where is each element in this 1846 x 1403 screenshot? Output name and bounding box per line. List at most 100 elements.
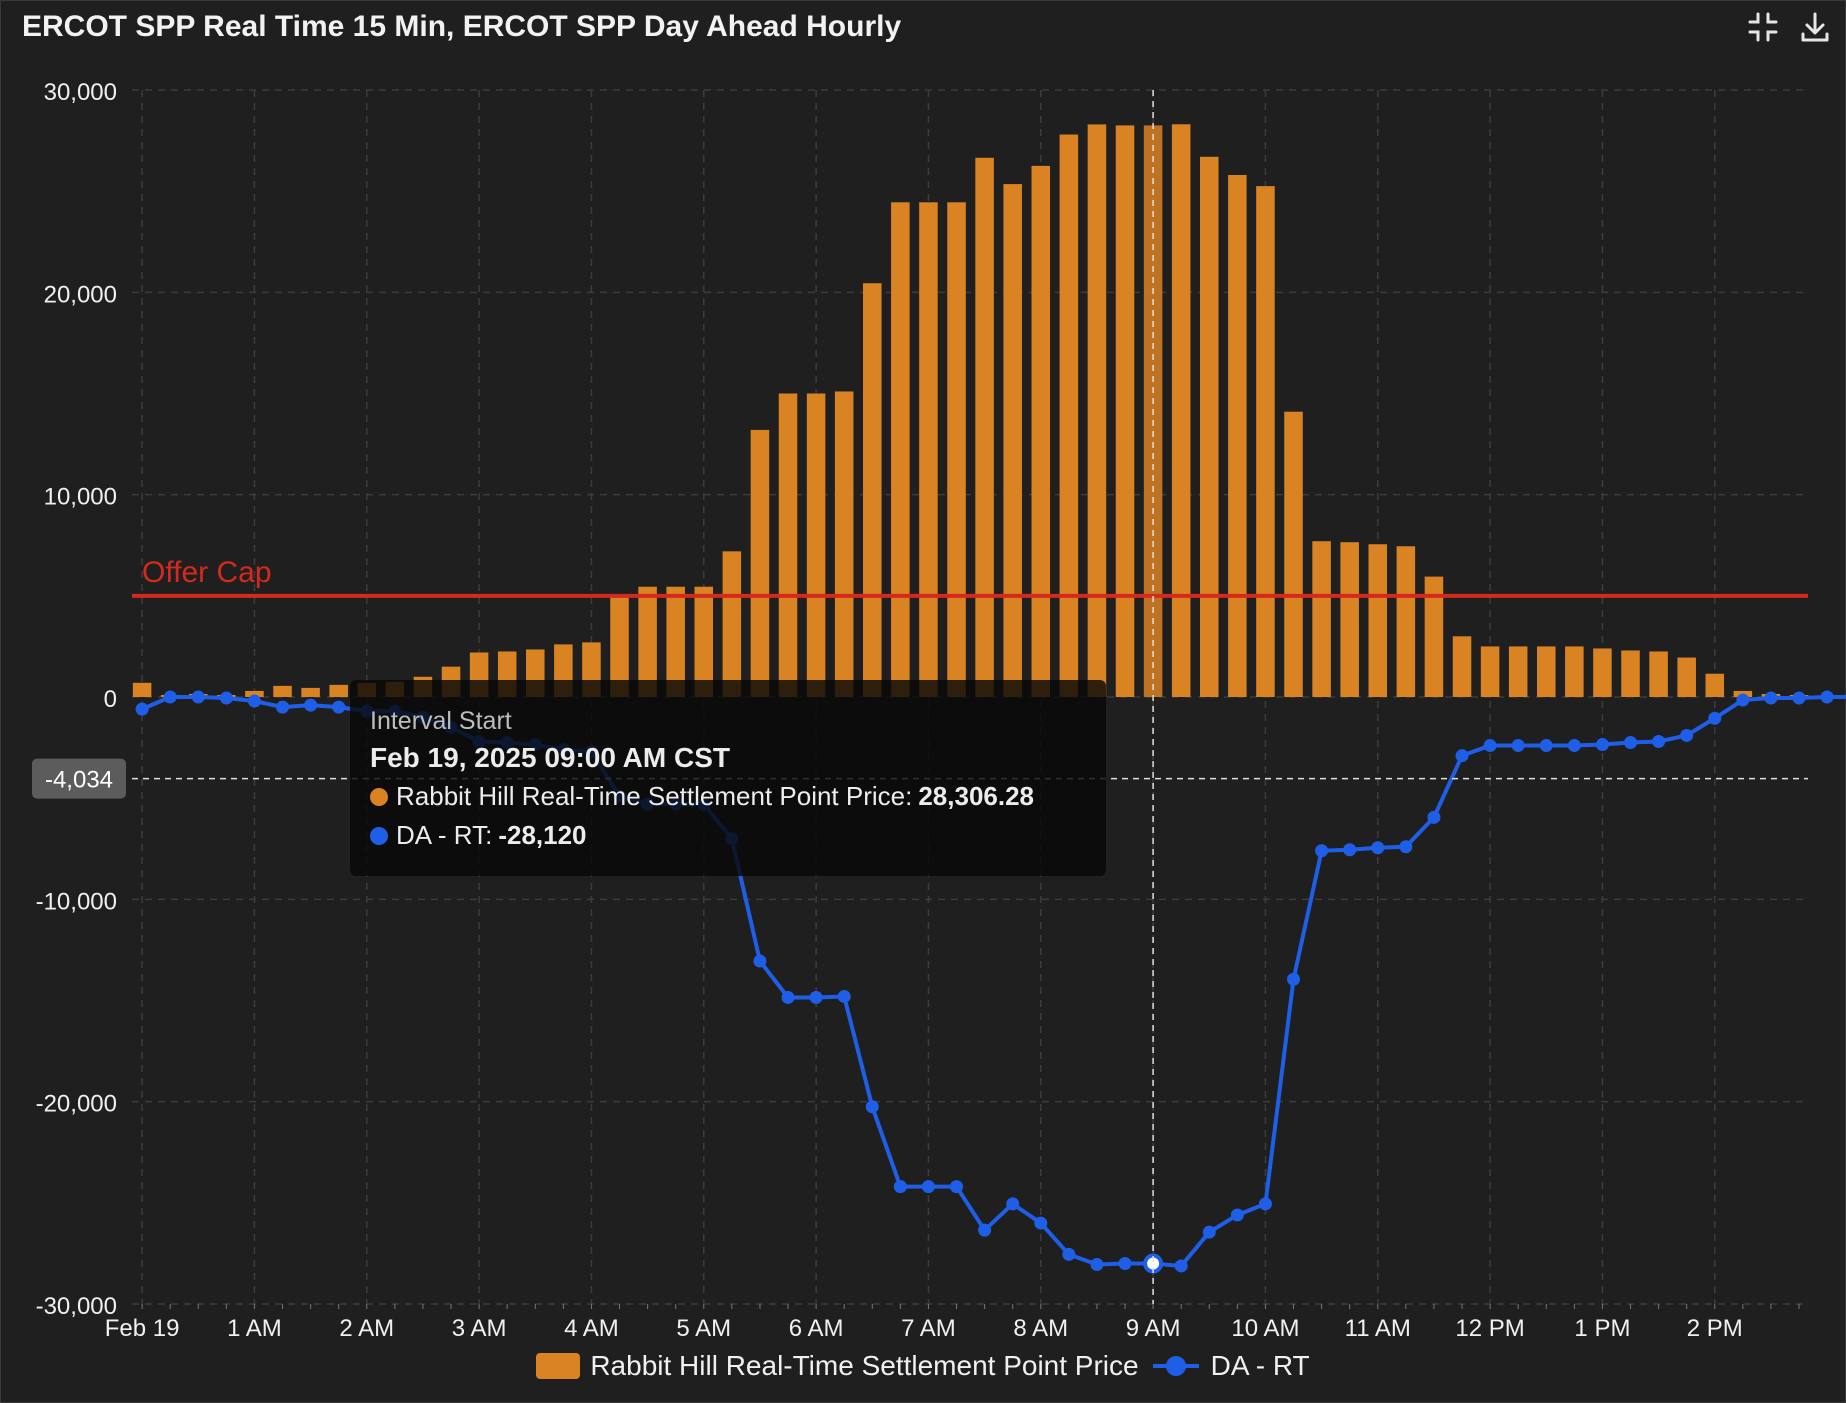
price-bar	[834, 391, 854, 697]
da-rt-point	[219, 691, 233, 705]
da-rt-point	[304, 698, 318, 712]
da-rt-point	[1399, 840, 1413, 854]
price-bar	[1593, 648, 1612, 697]
price-bar	[666, 586, 685, 697]
price-bar	[1087, 124, 1107, 697]
x-tick-label: 9 AM	[1126, 1315, 1181, 1340]
da-rt-point	[135, 702, 149, 716]
price-bar	[638, 586, 657, 697]
x-tick-label: 3 AM	[452, 1315, 507, 1340]
axis-layer: 30,000 20,000 10,000 0 -10,000 -20,000 -30,000…	[36, 79, 1800, 1340]
tooltip-row-label: DA - RT:	[396, 820, 493, 850]
price-bar	[722, 551, 742, 697]
da-rt-point	[1792, 691, 1806, 705]
da-rt-point	[1736, 693, 1750, 707]
price-bar	[1649, 651, 1668, 697]
price-bar	[610, 595, 629, 697]
download-icon[interactable]	[1798, 10, 1832, 44]
da-rt-point	[1006, 1197, 1020, 1211]
da-rt-point	[1624, 736, 1638, 750]
tooltip-row-label: Rabbit Hill Real-Time Settlement Point P…	[396, 781, 913, 811]
da-rt-point	[1202, 1225, 1216, 1239]
x-tick-label: 8 AM	[1013, 1315, 1068, 1340]
y-tick-label: 10,000	[44, 484, 117, 511]
price-bar	[1115, 125, 1135, 698]
offer-cap-annotation: Offer Cap	[132, 556, 1808, 598]
da-rt-point	[1371, 841, 1385, 855]
da-rt-point	[753, 954, 767, 968]
price-bar	[245, 690, 264, 697]
price-bar	[1396, 546, 1416, 697]
da-rt-point	[865, 1100, 879, 1114]
da-rt-point	[837, 989, 851, 1003]
da-rt-point	[1062, 1247, 1076, 1261]
tooltip-row-price: Rabbit Hill Real-Time Settlement Point P…	[370, 777, 1086, 816]
da-rt-point	[191, 690, 205, 704]
da-rt-point	[1595, 738, 1609, 752]
da-rt-point	[1034, 1216, 1048, 1230]
da-rt-point	[1680, 728, 1694, 742]
legend-item-price[interactable]: Rabbit Hill Real-Time Settlement Point P…	[536, 1350, 1139, 1382]
price-bar	[1677, 657, 1696, 697]
price-bar	[1536, 646, 1556, 697]
da-rt-point	[1764, 691, 1778, 705]
price-bar	[694, 586, 714, 697]
price-bar	[1312, 541, 1331, 697]
crosshair-y-label-box	[32, 758, 126, 799]
offer-cap-label: Offer Cap	[142, 556, 272, 589]
x-tick-label: 7 AM	[901, 1315, 956, 1340]
da-rt-point	[1427, 810, 1441, 824]
da-rt-point	[1652, 735, 1666, 749]
price-bar	[1171, 124, 1191, 698]
y-tick-label: 30,000	[44, 79, 117, 106]
da-rt-point	[1230, 1208, 1244, 1222]
tooltip: Interval Start Feb 19, 2025 09:00 AM CST…	[350, 680, 1106, 876]
da-rt-point	[1090, 1258, 1104, 1272]
price-bar	[1621, 650, 1640, 697]
price-bar	[1031, 165, 1051, 697]
da-rt-point	[950, 1180, 964, 1194]
price-bar	[1200, 156, 1219, 697]
da-rt-point	[1820, 690, 1834, 704]
da-rt-point	[1287, 972, 1301, 986]
price-bar	[273, 685, 292, 697]
collapse-icon[interactable]	[1746, 10, 1780, 44]
price-bar	[947, 202, 966, 698]
da-rt-point	[1174, 1259, 1188, 1273]
price-bar	[1228, 174, 1247, 698]
price-bar	[301, 687, 320, 697]
x-tick-label: 11 AM	[1345, 1315, 1411, 1340]
chart-title: ERCOT SPP Real Time 15 Min, ERCOT SPP Da…	[22, 10, 902, 43]
price-bar	[1705, 673, 1725, 697]
tooltip-bar-marker-icon	[370, 787, 388, 806]
x-tick-label: 2 PM	[1687, 1315, 1743, 1340]
x-tick-label: Feb 19	[105, 1315, 180, 1340]
da-rt-point	[1567, 739, 1581, 753]
y-tick-label: -20,000	[36, 1091, 117, 1118]
da-rt-point	[978, 1223, 992, 1237]
tooltip-line-marker-icon	[370, 826, 388, 845]
price-bar	[1424, 576, 1444, 697]
x-tick-label: 4 AM	[564, 1315, 619, 1340]
da-rt-point	[1708, 711, 1722, 725]
bar-series	[132, 124, 1846, 698]
legend-bar-swatch-icon	[536, 1353, 581, 1379]
price-bar	[778, 393, 798, 697]
price-bar	[750, 429, 770, 697]
da-rt-point	[1315, 844, 1329, 858]
da-rt-point	[1483, 739, 1497, 753]
legend-line-swatch-icon	[1152, 1356, 1199, 1376]
x-tick-label: 5 AM	[676, 1315, 731, 1340]
legend-item-da-rt[interactable]: DA - RT	[1151, 1350, 1310, 1382]
da-rt-point	[1539, 739, 1553, 753]
legend: Rabbit Hill Real-Time Settlement Point P…	[0, 1344, 1846, 1388]
price-bar	[891, 202, 910, 698]
legend-label: DA - RT	[1210, 1350, 1310, 1381]
price-bar	[975, 157, 994, 697]
price-bar	[132, 682, 152, 697]
y-tick-label: -10,000	[36, 888, 117, 915]
tooltip-date: Feb 19, 2025 09:00 AM CST	[370, 742, 731, 773]
da-rt-point	[163, 690, 177, 704]
price-bar	[1508, 646, 1528, 697]
tooltip-row-da-rt: DA - RT: -28,120	[370, 816, 1086, 855]
